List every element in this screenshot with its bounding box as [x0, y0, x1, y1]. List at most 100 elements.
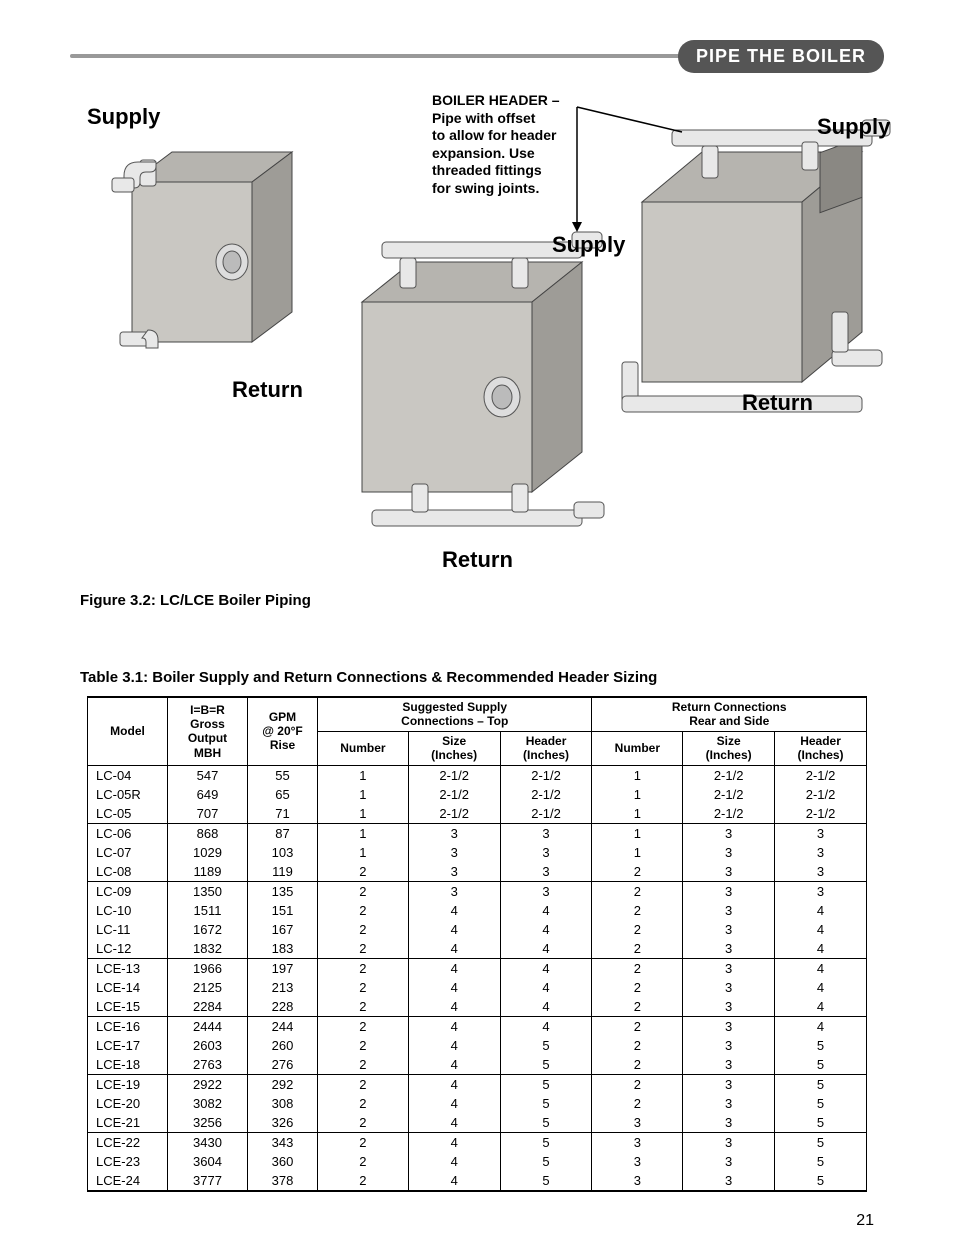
table-cell: 3 — [775, 862, 867, 882]
table-cell: 4 — [408, 1074, 500, 1094]
table-cell: 2 — [592, 1074, 683, 1094]
table-cell: 4 — [775, 1016, 867, 1036]
col-return-number: Number — [592, 731, 683, 765]
table-cell: 2 — [318, 1055, 409, 1075]
table-cell: 868 — [168, 823, 248, 843]
table-cell: 2 — [592, 901, 683, 920]
table-cell: 4 — [775, 997, 867, 1017]
table-cell: 1 — [318, 785, 409, 804]
table-cell: 3 — [408, 881, 500, 901]
table-cell: 71 — [248, 804, 318, 824]
figure-caption: Figure 3.2: LC/LCE Boiler Piping — [80, 592, 884, 609]
table-cell: 1 — [592, 765, 683, 785]
table-cell: 3 — [683, 1094, 775, 1113]
table-cell: 2 — [318, 939, 409, 959]
table-cell: 2-1/2 — [775, 785, 867, 804]
table-cell: LCE-19 — [88, 1074, 168, 1094]
col-return-group: Return Connections Rear and Side — [592, 697, 867, 731]
table-row: LC-081189119233233 — [88, 862, 867, 882]
table-cell: 244 — [248, 1016, 318, 1036]
table-cell: 2 — [318, 958, 409, 978]
table-cell: 4 — [408, 1036, 500, 1055]
table-cell: 2-1/2 — [775, 804, 867, 824]
table-cell: LC-05R — [88, 785, 168, 804]
table-cell: 5 — [500, 1036, 592, 1055]
table-cell: LC-08 — [88, 862, 168, 882]
table-cell: 3256 — [168, 1113, 248, 1133]
table-cell: LC-05 — [88, 804, 168, 824]
table-cell: 3 — [408, 843, 500, 862]
table-row: LCE-142125213244234 — [88, 978, 867, 997]
table-cell: 1511 — [168, 901, 248, 920]
table-cell: 3 — [683, 862, 775, 882]
table-cell: 2 — [318, 920, 409, 939]
table-cell: 3 — [408, 862, 500, 882]
table-cell: 3 — [500, 843, 592, 862]
section-header: PIPE THE BOILER — [70, 40, 884, 72]
table-cell: 308 — [248, 1094, 318, 1113]
table-cell: 2 — [318, 1074, 409, 1094]
col-output: I=B=R Gross Output MBH — [168, 697, 248, 765]
table-cell: 4 — [500, 978, 592, 997]
table-cell: 1 — [592, 843, 683, 862]
table-cell: 5 — [500, 1152, 592, 1171]
table-cell: 2 — [318, 901, 409, 920]
table-header: Model I=B=R Gross Output MBH GPM @ 20°F … — [88, 697, 867, 765]
col-supply-header: Header (Inches) — [500, 731, 592, 765]
table-cell: 4 — [408, 958, 500, 978]
table-cell: 260 — [248, 1036, 318, 1055]
table-cell: 3 — [775, 823, 867, 843]
table-cell: 3 — [683, 1132, 775, 1152]
table-cell: 3 — [592, 1113, 683, 1133]
table-cell: 2-1/2 — [408, 765, 500, 785]
table-row: LC-091350135233233 — [88, 881, 867, 901]
table-cell: 4 — [408, 920, 500, 939]
table-cell: 3604 — [168, 1152, 248, 1171]
table-cell: 276 — [248, 1055, 318, 1075]
table-cell: 197 — [248, 958, 318, 978]
table-cell: 4 — [775, 920, 867, 939]
table-cell: LCE-24 — [88, 1171, 168, 1191]
table-cell: 5 — [775, 1036, 867, 1055]
table-cell: 2 — [318, 1016, 409, 1036]
figure-3-2: Supply Return Supply Return — [72, 92, 882, 582]
table-cell: LCE-13 — [88, 958, 168, 978]
table-row: LC-057077112-1/22-1/212-1/22-1/2 — [88, 804, 867, 824]
table-cell: 4 — [408, 997, 500, 1017]
table-cell: 378 — [248, 1171, 318, 1191]
table-cell: 5 — [500, 1113, 592, 1133]
label-supply-a: Supply — [87, 104, 160, 130]
table-cell: LCE-17 — [88, 1036, 168, 1055]
table-cell: 1 — [318, 765, 409, 785]
table-cell: 3 — [683, 958, 775, 978]
table-cell: 2 — [318, 1132, 409, 1152]
table-cell: 2284 — [168, 997, 248, 1017]
table-cell: 3 — [775, 843, 867, 862]
page-number: 21 — [70, 1212, 884, 1230]
table-cell: 1672 — [168, 920, 248, 939]
table-cell: 4 — [408, 939, 500, 959]
boiler-illustration-a — [102, 132, 312, 392]
label-supply-c: Supply — [817, 114, 890, 140]
table-cell: 4 — [408, 1171, 500, 1191]
table-cell: 2444 — [168, 1016, 248, 1036]
table-cell: 2-1/2 — [500, 785, 592, 804]
table-cell: 3 — [500, 862, 592, 882]
table-cell: 2 — [592, 997, 683, 1017]
table-cell: 4 — [775, 901, 867, 920]
table-cell: 2922 — [168, 1074, 248, 1094]
table-row: LCE-182763276245235 — [88, 1055, 867, 1075]
table-row: LC-0686887133133 — [88, 823, 867, 843]
table-cell: 2 — [318, 862, 409, 882]
table-caption: Table 3.1: Boiler Supply and Return Conn… — [80, 669, 884, 686]
table-cell: 3 — [683, 823, 775, 843]
table-cell: 1 — [592, 823, 683, 843]
table-cell: 5 — [775, 1074, 867, 1094]
table-cell: 3 — [592, 1152, 683, 1171]
table-cell: 2-1/2 — [500, 765, 592, 785]
table-cell: 4 — [408, 1113, 500, 1133]
table-row: LCE-233604360245335 — [88, 1152, 867, 1171]
table-row: LCE-192922292245235 — [88, 1074, 867, 1094]
table-3-1: Model I=B=R Gross Output MBH GPM @ 20°F … — [87, 696, 867, 1192]
table-cell: 1029 — [168, 843, 248, 862]
